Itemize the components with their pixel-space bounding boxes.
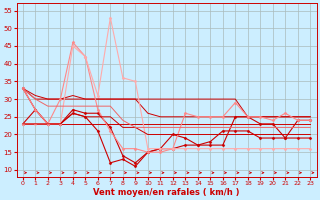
- X-axis label: Vent moyen/en rafales ( km/h ): Vent moyen/en rafales ( km/h ): [93, 188, 240, 197]
